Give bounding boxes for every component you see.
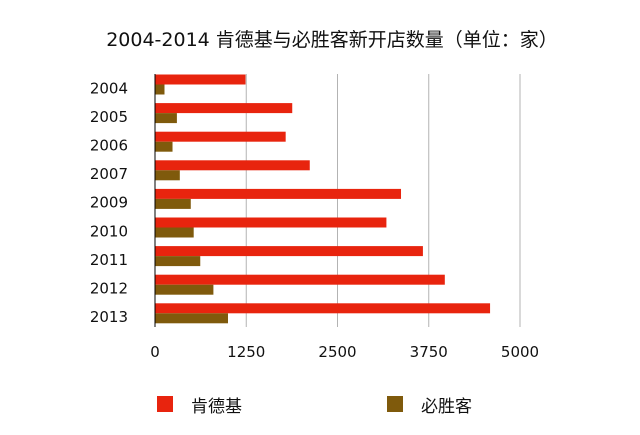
bar-pizzahut (155, 284, 214, 295)
legend-swatch-pizzahut (387, 396, 403, 412)
x-tick-labels: 0 1250 2500 3750 5000 (150, 343, 539, 361)
legend-item-pizzahut: 必胜客 (387, 392, 472, 417)
legend-swatch-kfc (157, 396, 173, 412)
y-tick-label: 2010 (90, 222, 128, 240)
chart-title: 2004-2014 肯德基与必胜客新开店数量（单位：家） (106, 29, 558, 51)
bar-pizzahut (155, 256, 201, 267)
y-tick-labels: 2004 2005 2006 2007 2009 2010 2011 2012 2013 (90, 79, 128, 326)
bar-pizzahut (155, 170, 180, 181)
bar-pizzahut (155, 227, 194, 238)
y-tick-label: 2011 (90, 251, 128, 269)
bar-pizzahut (155, 141, 173, 152)
x-tick-label: 0 (150, 343, 160, 361)
x-tick-label: 3750 (410, 343, 448, 361)
x-tick-label: 5000 (501, 343, 539, 361)
legend-item-kfc: 肯德基 (157, 392, 242, 417)
grid-lines (245, 74, 521, 327)
bar-kfc (155, 131, 286, 142)
bar-kfc (155, 74, 246, 85)
bar-pizzahut (155, 198, 191, 209)
y-tick-label: 2009 (90, 194, 128, 212)
y-tick-label: 2006 (90, 137, 128, 155)
bar-pizzahut (155, 113, 177, 124)
bar-group (155, 74, 491, 324)
bar-kfc (155, 160, 310, 171)
bar-kfc (155, 246, 423, 257)
legend-label-kfc: 肯德基 (191, 396, 242, 417)
bar-kfc (155, 217, 387, 228)
x-tick-label: 2500 (318, 343, 356, 361)
legend: 肯德基 必胜客 (0, 392, 640, 417)
bar-pizzahut (155, 84, 165, 95)
bar-kfc (155, 303, 491, 314)
bar-kfc (155, 188, 402, 199)
y-tick-label: 2012 (90, 280, 128, 298)
bar-pizzahut (155, 313, 228, 324)
y-tick-label: 2007 (90, 165, 128, 183)
legend-label-pizzahut: 必胜客 (421, 396, 472, 417)
x-tick-label: 1250 (227, 343, 265, 361)
y-tick-label: 2004 (90, 79, 128, 97)
y-tick-label: 2013 (90, 308, 128, 326)
bar-kfc (155, 103, 293, 114)
bar-kfc (155, 274, 445, 285)
y-tick-label: 2005 (90, 108, 128, 126)
